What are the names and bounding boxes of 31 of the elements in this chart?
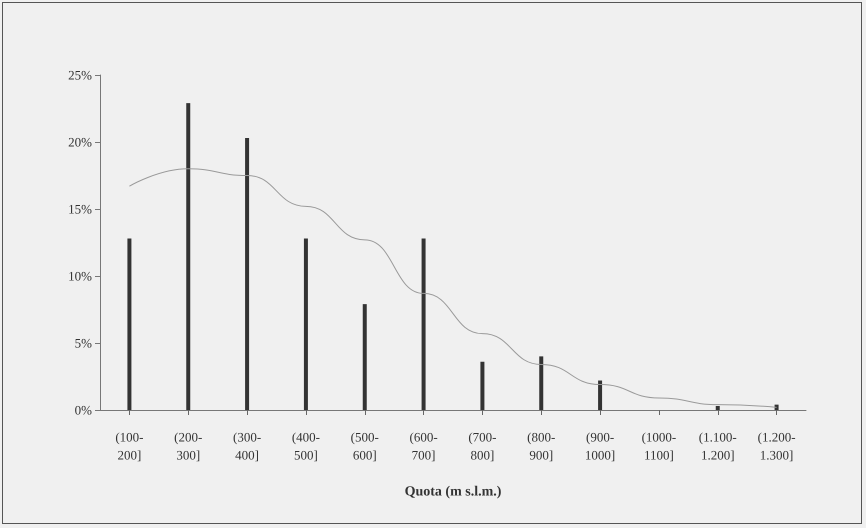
x-tick-label: (1.200-1.300] — [758, 430, 796, 462]
bar — [127, 238, 132, 410]
bar — [774, 404, 779, 410]
x-tick-label: (200-300] — [174, 430, 202, 462]
bar — [362, 304, 367, 410]
x-tick-label: (900-1000] — [584, 430, 616, 462]
x-tick-label: (1000-1100] — [642, 430, 676, 462]
y-tick-label: 10% — [68, 268, 92, 284]
x-tick-label: (1.100-1.200] — [698, 430, 737, 462]
y-tick-label: 5% — [74, 336, 92, 350]
x-tick-label: (800-900] — [527, 430, 556, 462]
x-tick-label: (300-400] — [232, 430, 262, 462]
y-tick-label: 15% — [68, 202, 92, 216]
x-tick-label: (500-600] — [350, 430, 379, 462]
bar — [716, 406, 720, 410]
x-axis-title: Quota (m s.l.m.) — [404, 484, 502, 500]
y-tick-label: 25% — [68, 68, 92, 82]
line-series — [128, 168, 778, 408]
bar — [422, 238, 426, 410]
bar — [186, 103, 190, 410]
x-tick-label: (400-500] — [292, 430, 320, 462]
bar — [598, 380, 602, 410]
bar — [304, 238, 308, 410]
x-tick-label: (700-800] — [468, 430, 497, 462]
bar — [539, 356, 544, 410]
x-tick-label: (100-200] — [115, 430, 144, 462]
bar — [480, 362, 484, 410]
bar — [245, 138, 250, 410]
x-tick-label: (600-700] — [409, 430, 438, 462]
y-tick-label: 0% — [74, 402, 92, 418]
y-tick-label: 20% — [68, 134, 92, 150]
